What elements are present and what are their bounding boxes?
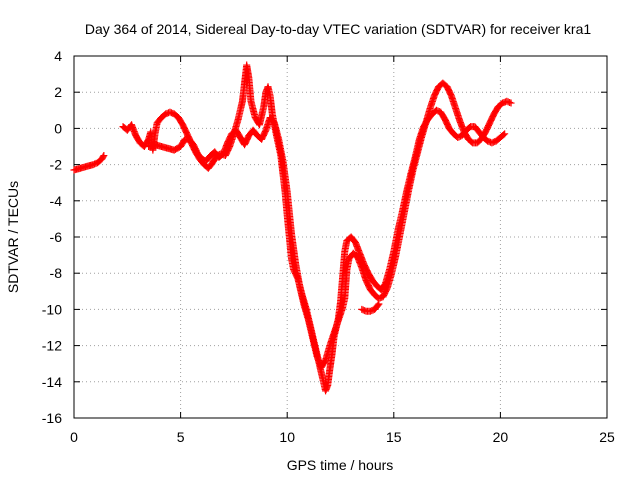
x-axis-label: GPS time / hours	[287, 457, 394, 473]
y-tick-label: -14	[42, 374, 62, 390]
x-tick-label: 15	[386, 429, 402, 445]
plot-frame	[73, 55, 608, 419]
data-point	[100, 152, 108, 160]
y-tick-label: -6	[50, 229, 63, 245]
y-tick-label: -16	[42, 410, 62, 426]
data-point	[375, 300, 383, 308]
y-tick-label: -10	[42, 301, 62, 317]
y-tick-label: -12	[42, 338, 62, 354]
y-tick-label: -8	[50, 265, 63, 281]
x-tick-label: 25	[599, 429, 615, 445]
data-point	[507, 99, 515, 107]
data-point	[374, 301, 382, 309]
y-tick-label: 2	[54, 84, 62, 100]
chart-title: Day 364 of 2014, Sidereal Day-to-day VTE…	[85, 21, 591, 37]
tick-labels: 0 5 10 15 20 25 -16 -14 -12 -10 -8 -6 -4 -2 0 2 4	[42, 48, 615, 445]
ticks	[73, 55, 608, 419]
y-tick-label: -4	[50, 193, 63, 209]
data-point	[506, 98, 514, 106]
y-axis-label: SDTVAR / TECUs	[5, 181, 21, 293]
data-point	[501, 130, 509, 138]
x-tick-label: 20	[493, 429, 509, 445]
data-point	[500, 131, 508, 139]
x-tick-label: 10	[279, 429, 295, 445]
y-tick-label: 4	[54, 48, 62, 64]
y-tick-label: -2	[50, 157, 63, 173]
x-tick-label: 5	[177, 429, 185, 445]
data-point	[99, 153, 107, 161]
data-marks	[70, 61, 515, 395]
y-tick-label: 0	[54, 120, 62, 136]
x-tick-label: 0	[70, 429, 78, 445]
